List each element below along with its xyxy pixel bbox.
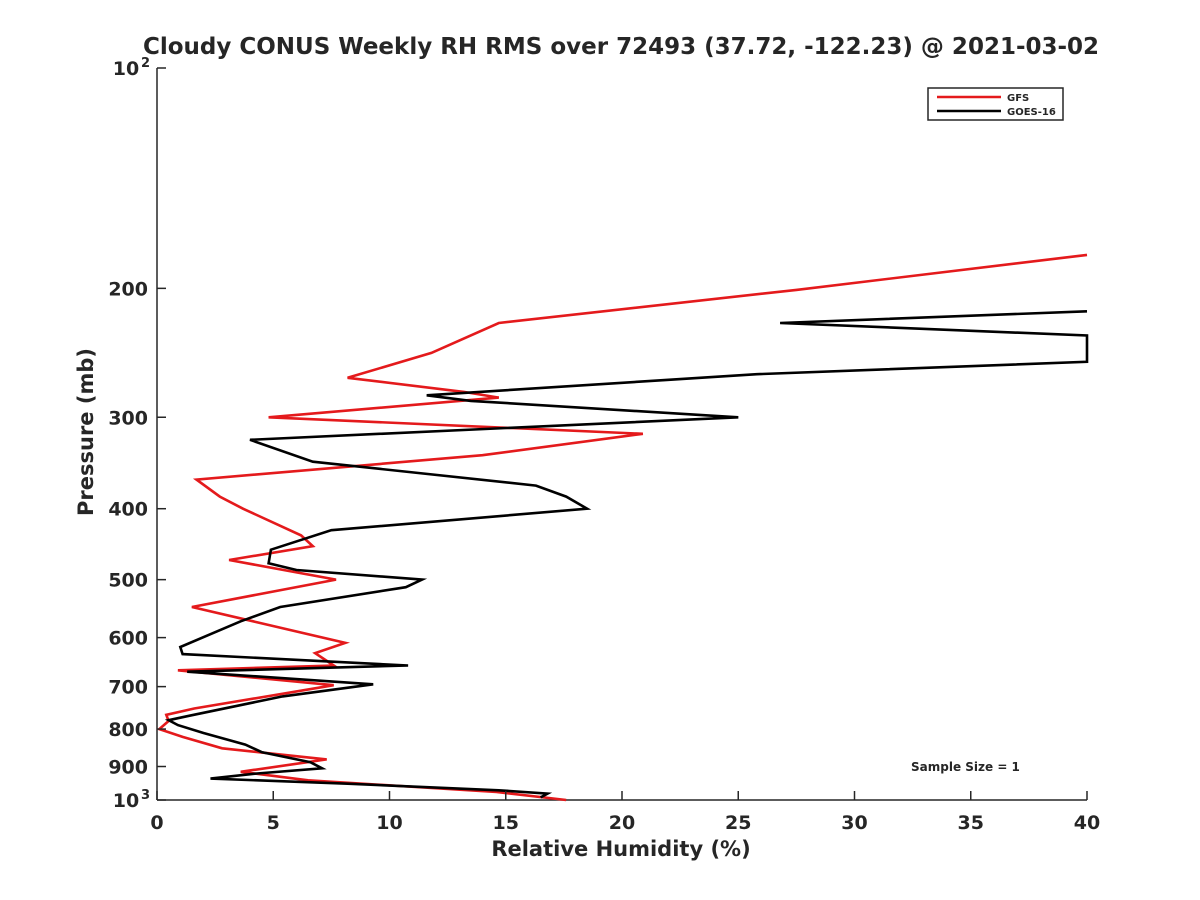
x-axis-label: Relative Humidity (%): [491, 837, 750, 861]
x-tick-label: 10: [376, 812, 402, 834]
y-tick-label-base: 10: [113, 58, 139, 80]
series-layer: [156, 253, 1089, 802]
x-tick-label: 35: [958, 812, 984, 834]
legend-label-goes-16: GOES-16: [1007, 107, 1056, 118]
y-tick-label: 800: [108, 719, 148, 741]
y-tick-label-exponent: 2: [141, 56, 150, 71]
y-tick-label: 500: [108, 570, 148, 592]
chart-title: Cloudy CONUS Weekly RH RMS over 72493 (3…: [143, 34, 1099, 60]
y-tick-label: 600: [108, 628, 148, 650]
y-tick-label: 400: [108, 499, 148, 521]
x-tick-label: 20: [609, 812, 635, 834]
series-line-gfs: [156, 253, 1088, 802]
x-tick-label: 30: [841, 812, 867, 834]
legend-label-gfs: GFS: [1007, 93, 1029, 104]
legend-entries: GFS GOES-16: [937, 93, 1056, 118]
legend: GFS GOES-16: [927, 87, 1064, 121]
series-line-goes-16: [164, 310, 1089, 799]
y-tick-label-base: 10: [113, 790, 139, 812]
x-tick-label: 15: [493, 812, 519, 834]
y-axis-label: Pressure (mb): [74, 348, 98, 516]
plot-area: [156, 68, 1089, 802]
y-tick-label-exponent: 3: [141, 788, 150, 803]
legend-box: [927, 87, 1064, 121]
sample-size-annotation: Sample Size = 1: [911, 760, 1020, 774]
y-tick-label: 300: [108, 407, 148, 429]
x-tick-label: 25: [725, 812, 751, 834]
x-tick-label: 5: [267, 812, 280, 834]
x-tick-label: 40: [1074, 812, 1100, 834]
x-axis-ticks: 0 5 10 15 20 25 30 35 40: [150, 791, 1100, 834]
y-tick-label: 200: [108, 278, 148, 300]
y-tick-label: 700: [108, 677, 148, 699]
y-tick-label: 900: [108, 757, 148, 779]
x-tick-label: 0: [150, 812, 163, 834]
